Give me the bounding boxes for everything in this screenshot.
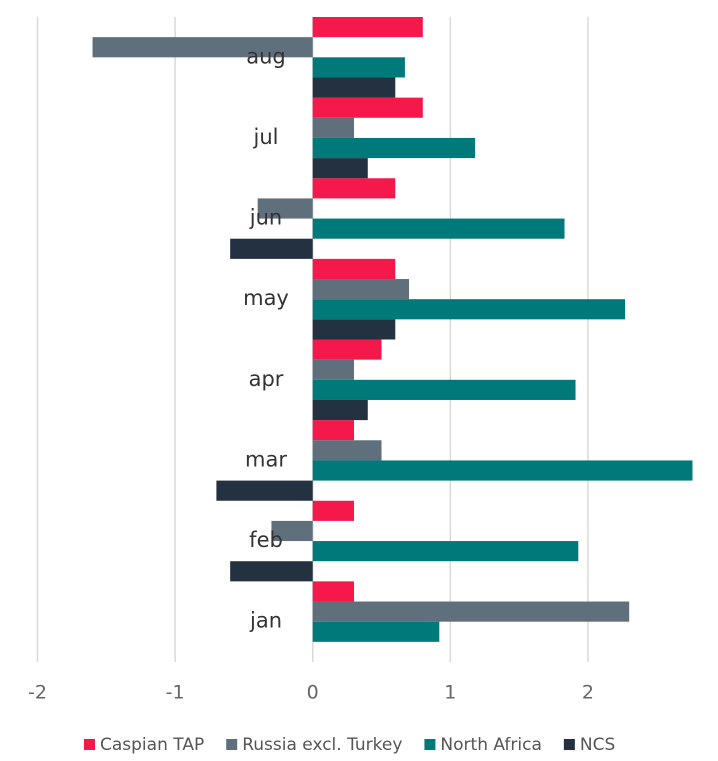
y-tick-label: mar [245, 447, 287, 471]
bar [312, 77, 396, 98]
bar [312, 117, 354, 138]
y-tick-label: jun [249, 206, 282, 230]
legend-swatch [84, 739, 95, 750]
bar [312, 500, 354, 521]
bar [312, 57, 405, 78]
legend-label: Russia excl. Turkey [242, 735, 402, 755]
y-tick-label: apr [249, 367, 284, 391]
bar [230, 238, 313, 259]
legend-swatch [424, 739, 436, 750]
bar [92, 37, 313, 58]
bar [312, 218, 565, 239]
y-tick-label: jan [249, 609, 282, 633]
legend-label: North Africa [440, 735, 541, 755]
bar [312, 258, 396, 280]
bar [312, 440, 382, 461]
bar [312, 359, 354, 380]
x-tick-label: -1 [166, 682, 185, 704]
bar [312, 379, 576, 400]
x-tick-label: -2 [28, 682, 47, 704]
y-tick-label: jul [253, 125, 279, 149]
bar [312, 601, 630, 622]
bar [312, 97, 423, 118]
bar [312, 158, 368, 179]
bar [312, 581, 354, 602]
y-tick-label: aug [246, 44, 286, 68]
y-tick-label: feb [249, 528, 283, 552]
legend-label: Caspian TAP [100, 735, 204, 755]
bar [312, 17, 423, 38]
bar [312, 299, 626, 320]
x-tick-label: 0 [307, 682, 319, 704]
legend-swatch [226, 739, 238, 750]
bar [312, 137, 476, 159]
legend-swatch [563, 739, 575, 750]
bar [312, 541, 579, 562]
bar [312, 420, 354, 441]
bar [312, 279, 410, 300]
bar [257, 198, 313, 219]
x-tick-label: 1 [444, 682, 456, 704]
bar [312, 621, 440, 642]
x-tick-label: 2 [582, 682, 594, 704]
bar [271, 520, 313, 542]
bar [216, 480, 313, 501]
bar [312, 178, 396, 199]
bar [312, 319, 396, 340]
bar [312, 399, 368, 421]
bar [312, 460, 693, 481]
bar [230, 561, 313, 582]
legend-label: NCS [580, 735, 615, 755]
bar [312, 339, 382, 360]
y-tick-label: may [243, 286, 289, 310]
